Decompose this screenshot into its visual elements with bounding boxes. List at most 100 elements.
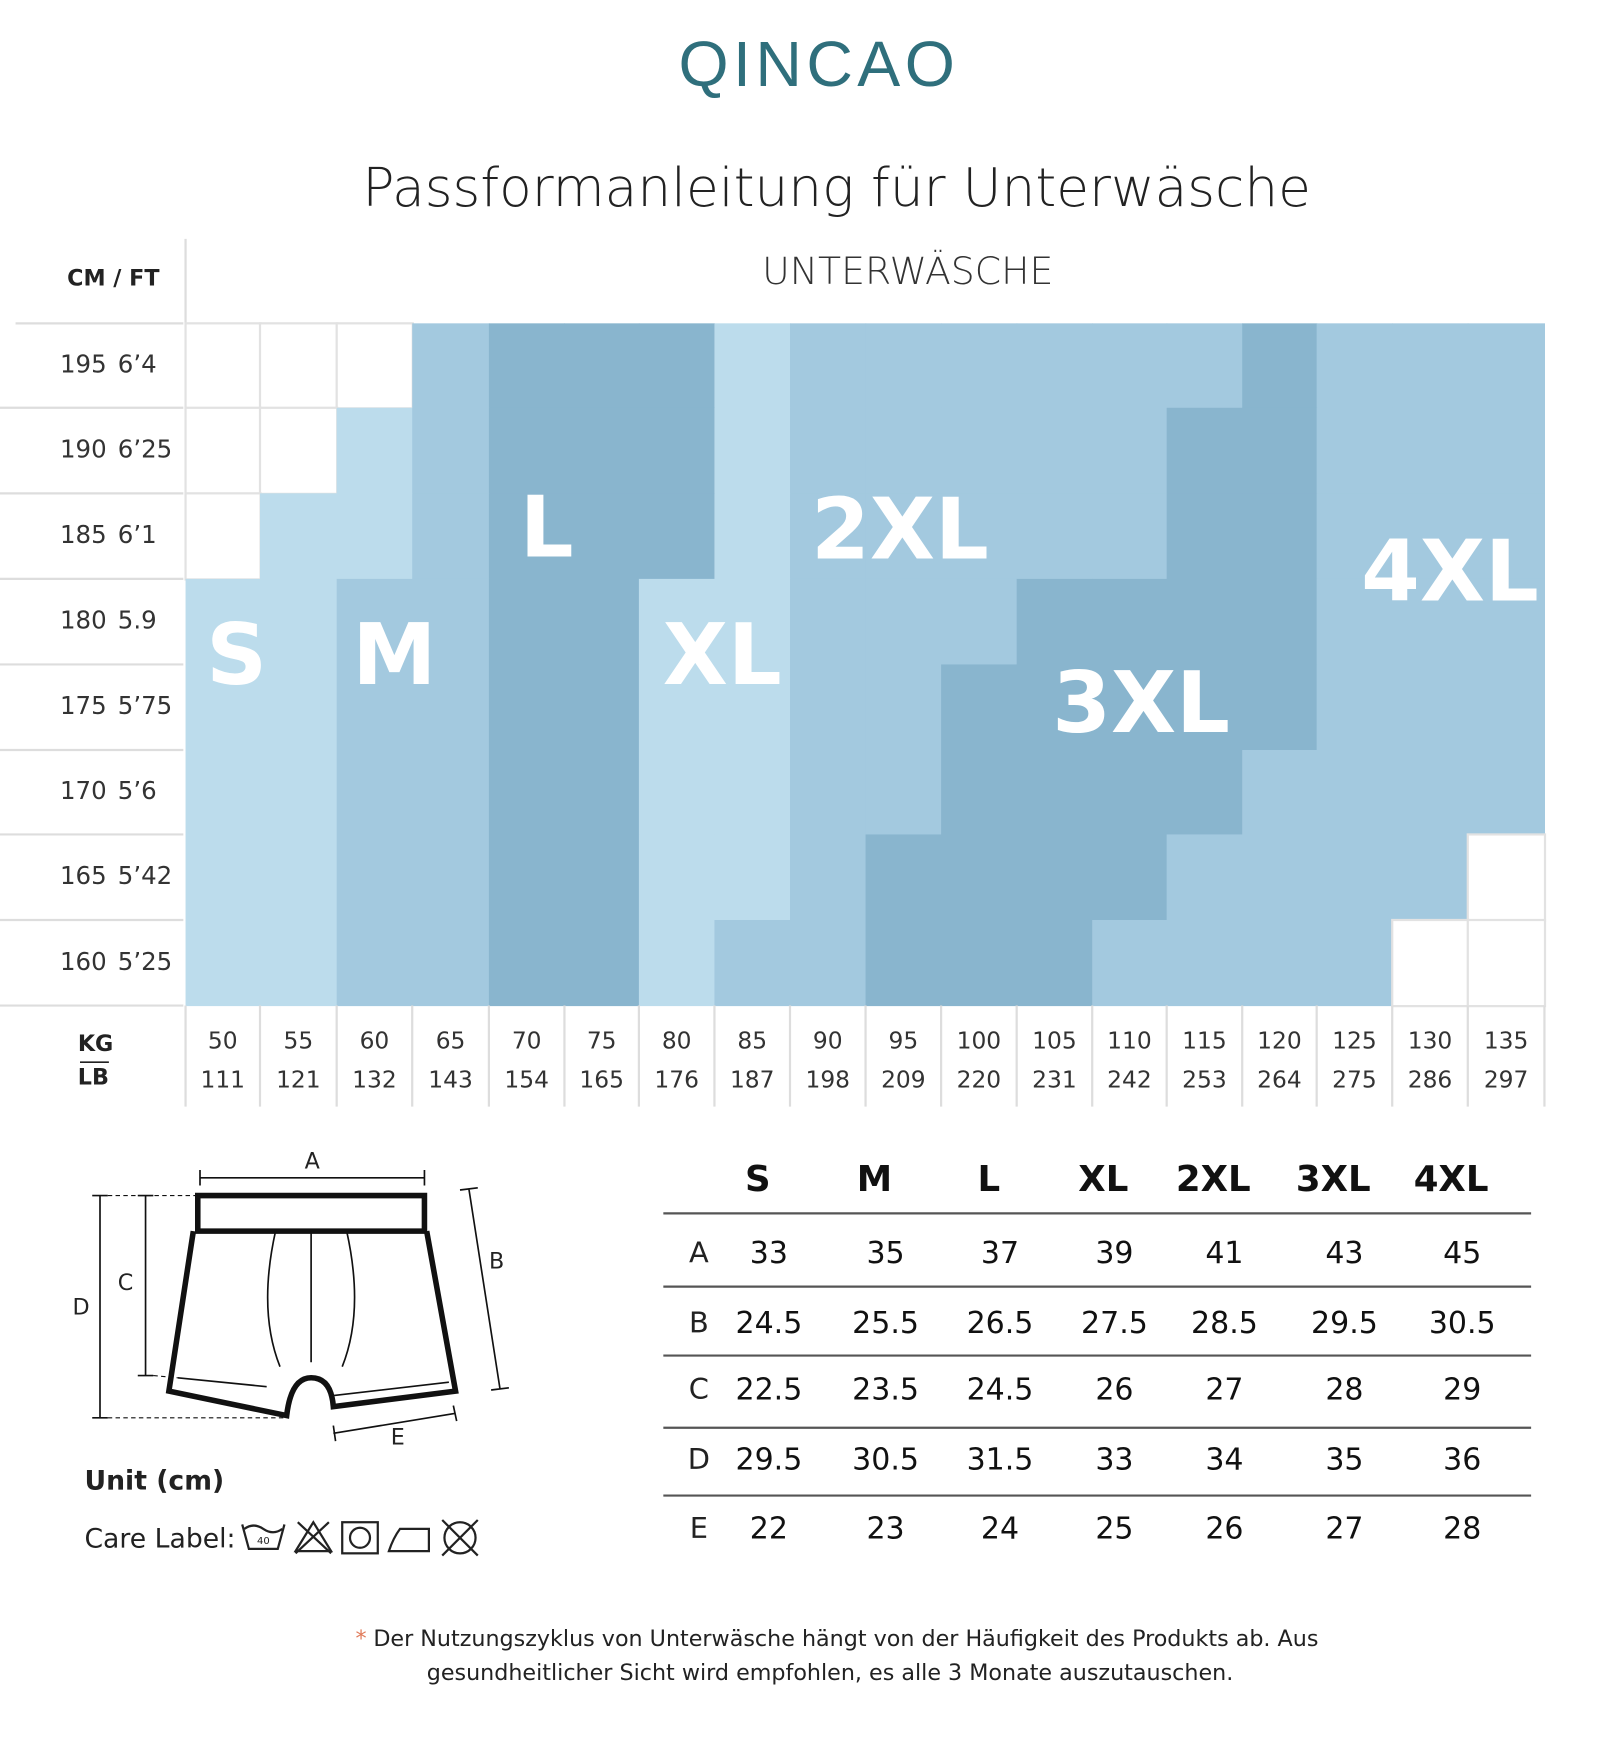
grid-cell xyxy=(638,834,715,921)
grid-cell xyxy=(1242,920,1318,1007)
weight-lb: 143 xyxy=(428,1066,473,1094)
grid-cell xyxy=(638,578,715,665)
cell-value: 26 xyxy=(1095,1373,1133,1408)
cell-value: 29.5 xyxy=(735,1443,802,1478)
weight-kg: 55 xyxy=(283,1027,313,1055)
cell-value: 27.5 xyxy=(1081,1306,1148,1341)
grid-cell xyxy=(714,323,791,409)
height-ft: 5’42 xyxy=(118,861,172,890)
grid-cell xyxy=(1242,578,1318,665)
grid-cell xyxy=(488,834,565,921)
size-region-label: 2XL xyxy=(811,480,989,578)
grid-cell xyxy=(564,323,640,409)
grid-cell xyxy=(941,578,1018,665)
cell-value: 33 xyxy=(1095,1443,1133,1478)
grid-cell xyxy=(260,493,338,580)
weight-kg: 70 xyxy=(512,1027,542,1055)
grid-cell xyxy=(1467,578,1545,665)
care-label: Care Label: xyxy=(84,1524,235,1555)
grid-cell xyxy=(336,493,413,580)
weight-lb: 165 xyxy=(579,1066,624,1094)
cell-value: 24.5 xyxy=(735,1306,802,1341)
cell-value: 41 xyxy=(1205,1236,1243,1271)
cell-value: 28 xyxy=(1325,1373,1363,1408)
grid-cell xyxy=(638,920,715,1007)
cell-value: 29.5 xyxy=(1311,1306,1378,1341)
cell-value: 27 xyxy=(1205,1373,1243,1408)
weight-kg: 125 xyxy=(1332,1027,1377,1055)
grid-cell xyxy=(1242,323,1318,409)
grid-cell xyxy=(1092,578,1168,665)
grid-cell xyxy=(1466,833,1547,922)
table-header: M xyxy=(857,1159,892,1200)
table-header: 3XL xyxy=(1296,1159,1371,1200)
grid-cell xyxy=(941,920,1018,1007)
grid-cell xyxy=(1392,834,1469,921)
grid-cell xyxy=(1392,493,1469,580)
grid-heading: UNTERWÄSCHE xyxy=(762,249,1053,293)
grid-cell xyxy=(941,323,1018,409)
grid-cell xyxy=(336,578,413,665)
weight-kg: 50 xyxy=(208,1027,238,1055)
grid-cell xyxy=(638,323,715,409)
cell-value: 28.5 xyxy=(1191,1306,1258,1341)
grid-cell xyxy=(1166,407,1243,494)
grid-cell xyxy=(488,323,565,409)
cell-value: 30.5 xyxy=(852,1443,919,1478)
grid-cell xyxy=(1016,664,1093,751)
grid-cell xyxy=(185,834,261,921)
kg-label: KG xyxy=(78,1031,113,1057)
grid-cell xyxy=(260,750,338,835)
weight-lb: 253 xyxy=(1182,1066,1227,1094)
height-ft: 6’1 xyxy=(118,520,157,549)
weight-lb: 231 xyxy=(1032,1066,1077,1094)
cell-value: 36 xyxy=(1443,1443,1481,1478)
grid-cell xyxy=(564,493,640,580)
weight-lb: 111 xyxy=(201,1066,246,1094)
grid-cell xyxy=(1092,664,1168,751)
grid-cell xyxy=(714,578,791,665)
grid-cell xyxy=(1316,407,1393,494)
cell-value: 25 xyxy=(1095,1512,1133,1547)
grid-cell xyxy=(488,664,565,751)
grid-cell xyxy=(260,834,338,921)
cell-value: 35 xyxy=(866,1236,904,1271)
diagram-labels: A B C D E xyxy=(73,1149,505,1451)
grid-cell xyxy=(1316,323,1393,409)
dim-label: B xyxy=(489,1249,504,1275)
cell-value: 30.5 xyxy=(1429,1306,1496,1341)
grid-cell xyxy=(1166,578,1243,665)
grid-cell xyxy=(185,750,261,835)
weight-lb: 121 xyxy=(276,1066,321,1094)
grid-cell xyxy=(1467,664,1545,751)
cell-value: 43 xyxy=(1325,1236,1363,1271)
grid-cell xyxy=(258,406,339,496)
grid-cell xyxy=(1166,323,1243,409)
weight-kg: 110 xyxy=(1107,1027,1152,1055)
grid-cell xyxy=(1391,918,1470,1008)
measurement-table: S M L XL 2XL 3XL 4XL A 33 35 37 39 41 43 45 B 24.5 25.5 26… xyxy=(663,1159,1532,1547)
grid-cell xyxy=(1166,834,1243,921)
grid-cell xyxy=(564,834,640,921)
grid-cell xyxy=(1466,918,1547,1008)
grid-cell xyxy=(1242,750,1318,835)
dim-label: E xyxy=(391,1424,405,1450)
unit-label: Unit (cm) xyxy=(84,1466,224,1497)
size-region-label: 4XL xyxy=(1361,523,1539,621)
cell-value: 27 xyxy=(1325,1512,1363,1547)
cell-value: 22 xyxy=(750,1512,788,1547)
footnote-marker: * xyxy=(356,1625,367,1651)
weight-kg: 135 xyxy=(1484,1027,1529,1055)
grid-cell xyxy=(184,492,262,581)
size-region-label: 3XL xyxy=(1052,654,1230,752)
grid-cell xyxy=(1092,407,1168,494)
weight-kg: 130 xyxy=(1408,1027,1453,1055)
grid-cell xyxy=(184,406,262,496)
grid-cell xyxy=(412,834,490,921)
grid-cell xyxy=(790,750,867,835)
grid-cell xyxy=(488,578,565,665)
grid-cell xyxy=(1316,834,1393,921)
grid-cell xyxy=(488,493,565,580)
grid-cell xyxy=(336,920,413,1007)
